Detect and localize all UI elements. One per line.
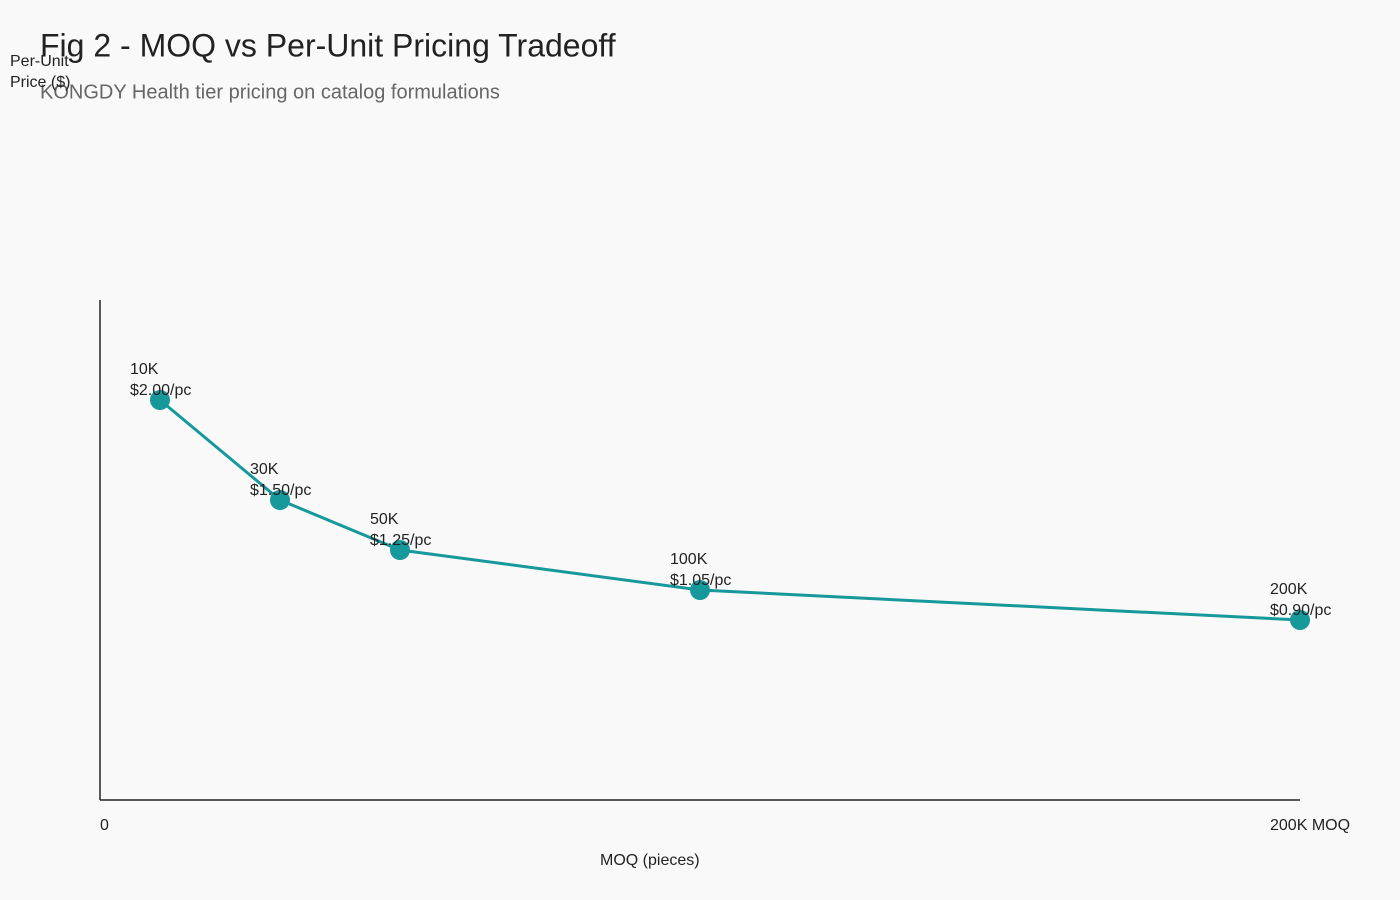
value-label: $0.90/pc <box>1270 602 1331 619</box>
value-label: $1.05/pc <box>670 572 731 589</box>
point-x-label: 30K <box>250 461 279 478</box>
x-tick-label: 200K MOQ <box>1270 817 1350 834</box>
marker <box>690 580 710 600</box>
point-x-label: 200K <box>1270 581 1308 598</box>
marker <box>270 490 290 510</box>
point-x-label: 10K <box>130 361 159 378</box>
chart-subtitle: KONGDY Health tier pricing on catalog fo… <box>40 81 500 103</box>
x-axis-label: MOQ (pieces) <box>600 852 700 869</box>
marker <box>390 540 410 560</box>
value-label: $1.50/pc <box>250 482 311 499</box>
y-axis-label: Per-Unit Price ($) <box>10 53 71 91</box>
point-x-label: 50K <box>370 511 399 528</box>
marker <box>150 390 170 410</box>
value-label: $2.00/pc <box>130 382 191 399</box>
value-label: $1.25/pc <box>370 532 431 549</box>
marker <box>1290 610 1310 630</box>
x-tick-label: 0 <box>100 817 109 834</box>
chart-title: Fig 2 - MOQ vs Per-Unit Pricing Tradeoff <box>40 27 616 63</box>
point-x-label: 100K <box>670 551 708 568</box>
